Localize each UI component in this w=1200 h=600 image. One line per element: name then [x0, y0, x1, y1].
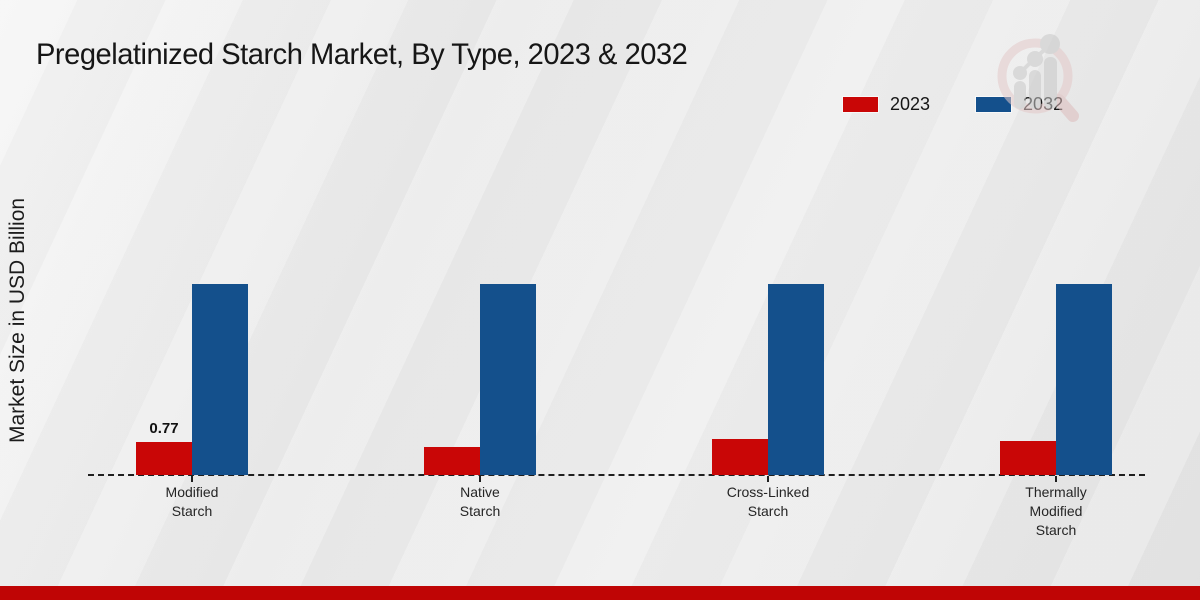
x-label-cross-linked-starch: Cross-Linked Starch: [726, 484, 810, 519]
x-label-native-starch: Native Starch: [459, 484, 501, 519]
x-label-thermally-modified-starch: Thermally Modified Starch: [1025, 484, 1087, 538]
bar-2023-modified-starch: [136, 441, 192, 475]
magnifier-growth-chart-logo-icon: [997, 34, 1079, 122]
legend-label-2023: 2023: [890, 94, 931, 114]
x-label-modified-starch: Modified Starch: [165, 484, 219, 519]
bar-2032-cross-linked-starch: [768, 283, 824, 475]
bar-2023-native-starch: [424, 447, 480, 475]
chart-title: Pregelatinized Starch Market, By Type, 2…: [36, 38, 688, 71]
value-label-2023-modified-starch: 0.77: [149, 419, 179, 437]
legend-swatch-2023: [843, 97, 878, 112]
bar-2032-native-starch: [480, 283, 536, 475]
axis-tick-modified-starch: [191, 476, 193, 482]
legend-swatch-2032: [976, 97, 1012, 112]
footer-accent-bar: [0, 586, 1200, 600]
bar-2032-modified-starch: [192, 283, 248, 475]
axis-tick-native-starch: [479, 476, 481, 482]
bar-2023-cross-linked-starch: [712, 438, 768, 475]
legend-item-2023: 2023: [843, 94, 930, 115]
axis-tick-cross-linked-starch: [767, 476, 769, 482]
bar-2032-thermally-modified-starch: [1056, 283, 1112, 475]
axis-tick-thermally-modified-starch: [1055, 476, 1057, 482]
x-axis-baseline: [88, 474, 1145, 476]
bar-2023-thermally-modified-starch: [1000, 441, 1056, 475]
